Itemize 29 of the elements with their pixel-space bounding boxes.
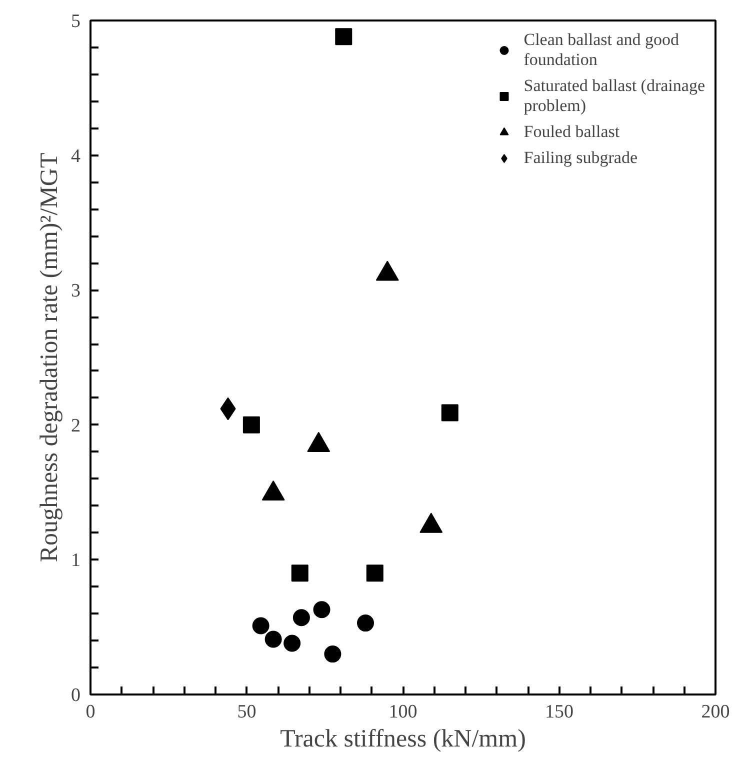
point (252, 617, 270, 634)
point (335, 28, 352, 46)
x-tick-label: 0 (86, 702, 96, 722)
y-tick-label: 0 (71, 685, 80, 706)
point (284, 634, 301, 652)
point (357, 614, 374, 632)
point (264, 630, 282, 648)
point (441, 404, 458, 422)
x-tick-label: 150 (545, 702, 574, 722)
x-tick-label: 200 (701, 702, 730, 722)
legend-label: Failing subgrade (524, 148, 638, 168)
legend-label: Clean ballast and good foundation (524, 30, 680, 70)
x-axis-title: Track stiffness (kN/mm) (280, 726, 526, 752)
point (324, 646, 342, 663)
y-tick-label: 5 (71, 11, 80, 32)
y-axis-title: Roughness degradation rate (mm)²/MGT (36, 152, 63, 562)
point (292, 609, 310, 626)
y-tick-label: 1 (71, 550, 80, 572)
point (242, 416, 260, 434)
point (313, 601, 330, 618)
y-tick-label: 3 (71, 280, 80, 302)
y-tick-label: 4 (71, 146, 81, 167)
x-tick-label: 50 (237, 702, 256, 722)
point (291, 564, 308, 582)
legend-label: Fouled ballast (524, 122, 620, 142)
legend-label: Saturated ballast (drainage problem) (524, 76, 705, 116)
y-tick-label: 2 (71, 415, 80, 436)
x-tick-label: 100 (388, 702, 418, 722)
point (366, 564, 384, 582)
